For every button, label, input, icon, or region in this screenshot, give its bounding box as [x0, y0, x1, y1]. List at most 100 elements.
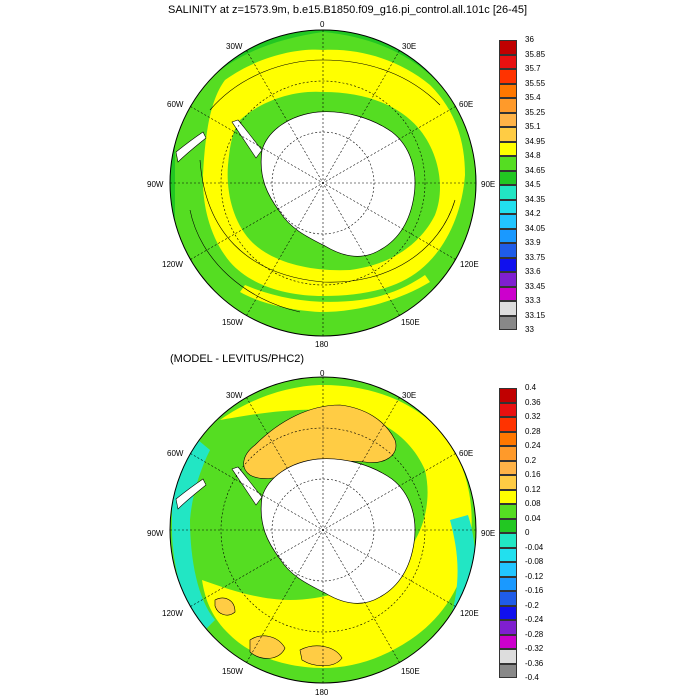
colorbar-swatch — [499, 475, 517, 490]
colorbar-swatch — [499, 69, 517, 84]
colorbar-label: 35.85 — [525, 49, 546, 59]
colorbar-label: -0.08 — [525, 557, 544, 566]
colorbar-label: 33 — [525, 325, 534, 334]
colorbar-label: 35.7 — [525, 64, 541, 73]
colorbar-swatch — [499, 388, 517, 403]
colorbar-label: -0.2 — [525, 600, 539, 610]
colorbar-label: 33.9 — [525, 238, 541, 247]
colorbar-label: -0.16 — [525, 586, 544, 595]
colorbar-label: 0.16 — [525, 470, 541, 479]
colorbar-label: -0.28 — [525, 629, 544, 639]
top-contour-line — [189, 209, 301, 313]
colorbar-label: 35.1 — [525, 122, 541, 131]
colorbar-swatch — [499, 301, 517, 316]
colorbar-swatch — [499, 605, 517, 620]
top-lon-label-60w: 60W — [167, 100, 184, 109]
top-lon-label-0: 0 — [320, 20, 325, 29]
colorbar-label: 33.15 — [525, 310, 546, 320]
colorbar-swatch — [499, 170, 517, 185]
colorbar-label: 0.32 — [525, 412, 541, 421]
colorbar-label: 34.2 — [525, 209, 541, 218]
colorbar-label: -0.36 — [525, 658, 544, 668]
top-colorbar: 36 35.85 35.7 35.55 35.4 35.25 35.1 34.95 34.8 34… — [499, 35, 579, 334]
top-contour-line — [199, 159, 456, 283]
top-lon-label-90e: 90E — [481, 180, 496, 189]
top-lon-label-30e: 30E — [402, 42, 417, 51]
bottom-lon-label-30w: 30W — [226, 391, 243, 400]
colorbar-swatch — [499, 112, 517, 127]
top-lon-label-60e: 60E — [459, 100, 474, 109]
bottom-lon-label-30e: 30E — [402, 391, 417, 400]
colorbar-label: 36 — [525, 35, 534, 44]
colorbar-swatch — [499, 562, 517, 577]
colorbar-swatch — [499, 199, 517, 214]
colorbar-label: 33.45 — [525, 281, 546, 291]
colorbar-label: 34.95 — [525, 136, 546, 146]
bottom-diff-band-0.12 — [202, 385, 472, 668]
bottom-lon-label-150e: 150E — [401, 667, 420, 676]
bottom-diff-blob — [299, 645, 343, 667]
colorbar-swatch — [499, 417, 517, 432]
bottom-lon-label-60e: 60E — [459, 449, 474, 458]
colorbar-swatch — [499, 272, 517, 287]
bottom-lon-label-180: 180 — [315, 688, 329, 697]
colorbar-label: -0.24 — [525, 615, 544, 624]
top-lon-label-150e: 150E — [401, 318, 420, 327]
bottom-polar-map — [169, 376, 477, 684]
colorbar-swatch — [499, 402, 517, 417]
top-lon-label-30w: 30W — [226, 42, 243, 51]
colorbar-label: 0.12 — [525, 484, 541, 494]
bottom-colorbar: 0.4 0.36 0.32 0.28 0.24 0.2 0.16 0.12 0.08 0.04 0 -… — [499, 383, 579, 682]
top-map-title: SALINITY at z=1573.9m, b.e15.B1850.f09_g… — [168, 4, 528, 16]
colorbar-label: -0.04 — [525, 542, 544, 552]
colorbar-label: 35.4 — [525, 93, 541, 102]
colorbar-swatch — [499, 649, 517, 664]
bottom-graticule — [170, 377, 476, 683]
top-lon-label-180: 180 — [315, 340, 329, 349]
colorbar-label: 34.05 — [525, 223, 546, 233]
top-graticule — [170, 30, 476, 336]
colorbar-swatch — [499, 504, 517, 519]
colorbar-label: 0.36 — [525, 397, 541, 407]
colorbar-swatch — [499, 156, 517, 171]
colorbar-swatch — [499, 634, 517, 649]
top-lon-label-120e: 120E — [460, 260, 479, 269]
colorbar-label: 34.8 — [525, 151, 541, 160]
colorbar-swatch — [499, 54, 517, 69]
colorbar-swatch — [499, 663, 517, 678]
bottom-diff-blob — [214, 597, 236, 616]
colorbar-swatch — [499, 547, 517, 562]
colorbar-swatch — [499, 243, 517, 258]
colorbar-label: -0.4 — [525, 673, 539, 682]
colorbar-label: 34.35 — [525, 194, 546, 204]
colorbar-label: 34.5 — [525, 180, 541, 189]
colorbar-swatch — [499, 185, 517, 200]
colorbar-label: 0.28 — [525, 426, 541, 436]
bottom-map-title: (MODEL - LEVITUS/PHC2) — [170, 353, 305, 365]
colorbar-swatch — [499, 518, 517, 533]
top-lon-label-90w: 90W — [147, 180, 164, 189]
bottom-lon-label-90e: 90E — [481, 529, 496, 538]
colorbar-label: 33.3 — [525, 296, 541, 305]
top-antarctica-landmass — [260, 111, 416, 257]
colorbar-swatch — [499, 228, 517, 243]
colorbar-swatch — [499, 127, 517, 142]
bottom-lon-label-90w: 90W — [147, 529, 164, 538]
colorbar-swatch — [499, 98, 517, 113]
colorbar-swatch — [499, 141, 517, 156]
colorbar-label: 35.25 — [525, 107, 546, 117]
colorbar-swatch — [499, 257, 517, 272]
colorbar-label: 0 — [525, 528, 530, 537]
colorbar-label: 0.24 — [525, 441, 541, 450]
colorbar-swatch — [499, 620, 517, 635]
bottom-lon-label-0: 0 — [320, 369, 325, 378]
colorbar-swatch — [499, 315, 517, 330]
top-polar-map — [169, 29, 477, 337]
colorbar-swatch — [499, 446, 517, 461]
bottom-lon-label-60w: 60W — [167, 449, 184, 458]
bottom-lon-label-120e: 120E — [460, 609, 479, 618]
colorbar-swatch — [499, 591, 517, 606]
colorbar-swatch — [499, 214, 517, 229]
bottom-diff-band-0 — [172, 440, 215, 635]
